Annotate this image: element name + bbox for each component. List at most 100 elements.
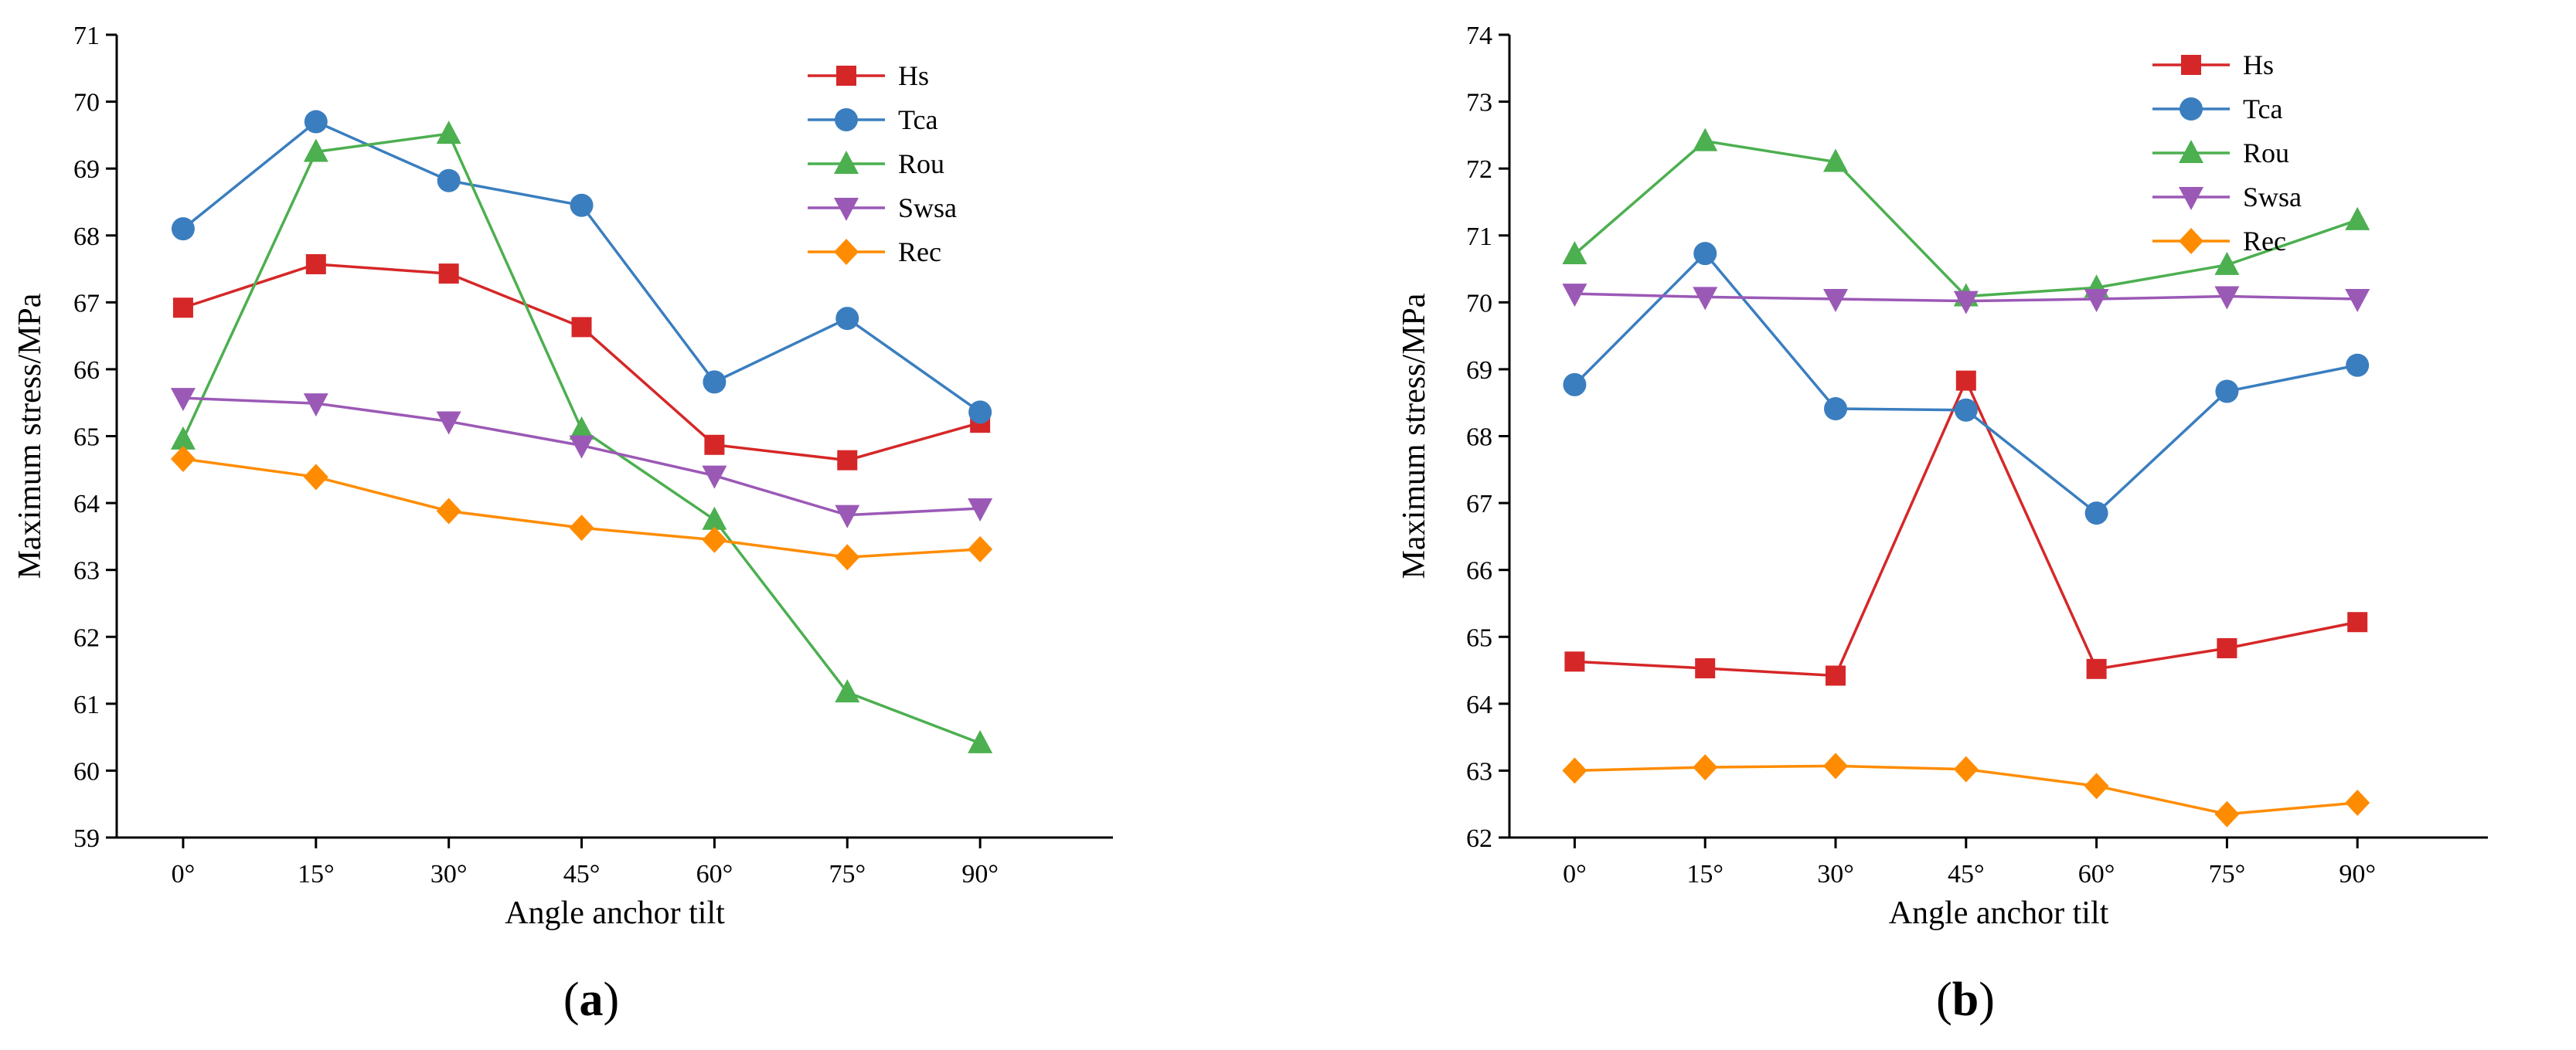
y-tick-label: 71 bbox=[1466, 223, 1492, 251]
data-point-rou bbox=[1693, 127, 1718, 151]
panel-label-b: (b) bbox=[1936, 974, 1995, 1026]
data-point-hs bbox=[1826, 665, 1846, 686]
data-point-rec bbox=[1953, 756, 1979, 783]
series-line-tca bbox=[182, 120, 982, 413]
y-axis-title-a: Maximum stress/MPa bbox=[12, 293, 48, 579]
legend-marker bbox=[2179, 140, 2203, 163]
data-point-hs bbox=[172, 297, 193, 318]
x-tick-label: 45° bbox=[1948, 860, 1985, 889]
legend-marker bbox=[835, 108, 858, 131]
y-tick-label: 61 bbox=[73, 691, 100, 719]
data-point-rec bbox=[1823, 753, 1848, 780]
data-point-tca bbox=[835, 307, 859, 331]
x-tick-label: 45° bbox=[563, 860, 601, 889]
data-point-tca bbox=[1954, 398, 1978, 422]
x-tick-label: 75° bbox=[829, 860, 866, 889]
data-point-tca bbox=[2215, 379, 2239, 403]
data-point-swsa bbox=[1953, 291, 1979, 314]
data-point-hs bbox=[2347, 612, 2368, 633]
x-tick-label: 30° bbox=[430, 860, 468, 889]
data-point-rec bbox=[170, 445, 196, 472]
data-point-rec bbox=[1562, 757, 1587, 784]
data-point-swsa bbox=[1823, 289, 1848, 313]
y-tick-label: 68 bbox=[73, 223, 100, 251]
data-point-tca bbox=[437, 168, 461, 192]
data-point-hs bbox=[1955, 370, 1976, 391]
data-point-tca bbox=[171, 217, 195, 241]
legend-label-swsa: Swsa bbox=[2243, 182, 2302, 212]
legend-label-tca: Tca bbox=[898, 104, 938, 135]
y-tick-label: 62 bbox=[73, 624, 100, 652]
legend-a: Hs Tca Rou Swsa Rec bbox=[808, 60, 957, 267]
data-point-tca bbox=[2084, 501, 2108, 525]
y-tick-label: 62 bbox=[1466, 824, 1492, 853]
y-tick-label: 68 bbox=[1466, 423, 1492, 452]
y-tick-label: 65 bbox=[73, 423, 100, 452]
series-line-rec bbox=[182, 457, 981, 559]
data-point-tca bbox=[1563, 372, 1587, 396]
data-point-hs bbox=[1564, 651, 1585, 672]
data-point-rec bbox=[968, 535, 993, 562]
data-point-rec bbox=[569, 515, 594, 542]
data-point-rec bbox=[1693, 754, 1718, 781]
data-point-rou bbox=[835, 679, 860, 703]
y-axis-title-b: Maximum stress/MPa bbox=[1397, 293, 1432, 579]
y-tick-label: 63 bbox=[1466, 757, 1492, 786]
data-point-rec bbox=[2345, 789, 2370, 816]
data-point-hs bbox=[305, 253, 326, 274]
data-point-swsa bbox=[2214, 286, 2240, 310]
x-axis-title-a: Angle anchor tilt bbox=[505, 895, 725, 931]
data-point-rec bbox=[303, 464, 328, 491]
legend-marker bbox=[834, 239, 859, 265]
data-point-rou bbox=[436, 121, 461, 144]
data-point-swsa bbox=[1693, 287, 1718, 311]
legend-marker bbox=[2179, 228, 2203, 254]
legend-label-hs: Hs bbox=[2243, 49, 2274, 80]
legend-label-hs: Hs bbox=[898, 60, 929, 91]
data-point-swsa bbox=[2345, 289, 2370, 313]
legend-label-rec: Rec bbox=[2243, 226, 2286, 257]
data-point-tca bbox=[304, 110, 328, 134]
data-point-hs bbox=[438, 263, 459, 284]
data-point-rou bbox=[170, 426, 196, 450]
data-point-rec bbox=[702, 526, 727, 553]
legend-label-tca: Tca bbox=[2243, 93, 2282, 124]
y-tick-label: 69 bbox=[73, 155, 100, 184]
data-point-hs bbox=[1695, 658, 1716, 678]
data-point-swsa bbox=[2084, 289, 2109, 313]
data-point-rou bbox=[1562, 240, 1587, 264]
y-tick-label: 70 bbox=[1466, 289, 1492, 318]
data-point-tca bbox=[2346, 353, 2370, 377]
data-point-rec bbox=[436, 498, 461, 525]
data-point-tca bbox=[1824, 397, 1847, 421]
legend-marker bbox=[2180, 97, 2203, 121]
data-point-rec bbox=[2084, 773, 2109, 800]
legend-marker bbox=[834, 198, 859, 221]
legend-marker bbox=[834, 151, 859, 174]
y-tick-label: 70 bbox=[73, 89, 100, 117]
x-tick-label: 90° bbox=[961, 860, 999, 889]
y-tick-label: 73 bbox=[1466, 89, 1492, 117]
legend-label-rou: Rou bbox=[2243, 138, 2289, 168]
legend-marker bbox=[2179, 187, 2203, 210]
data-point-swsa bbox=[702, 465, 727, 489]
y-tick-label: 66 bbox=[1466, 557, 1492, 586]
x-tick-label: 30° bbox=[1817, 860, 1854, 889]
legend-label-swsa: Swsa bbox=[898, 192, 957, 223]
y-tick-label: 63 bbox=[73, 557, 100, 586]
data-point-rec bbox=[2214, 800, 2240, 827]
data-point-swsa bbox=[1562, 284, 1587, 308]
data-point-hs bbox=[2086, 658, 2107, 679]
x-tick-label: 60° bbox=[696, 860, 733, 889]
series-line-rou bbox=[1574, 139, 2358, 298]
x-tick-label: 15° bbox=[1686, 860, 1724, 889]
x-tick-label: 90° bbox=[2339, 860, 2376, 889]
legend-label-rec: Rec bbox=[898, 236, 941, 267]
x-tick-label: 0° bbox=[172, 860, 196, 889]
data-point-swsa bbox=[170, 388, 196, 412]
y-tick-label: 59 bbox=[73, 824, 100, 853]
y-tick-label: 69 bbox=[1466, 356, 1492, 385]
data-point-tca bbox=[703, 370, 727, 394]
data-point-swsa bbox=[835, 505, 860, 528]
